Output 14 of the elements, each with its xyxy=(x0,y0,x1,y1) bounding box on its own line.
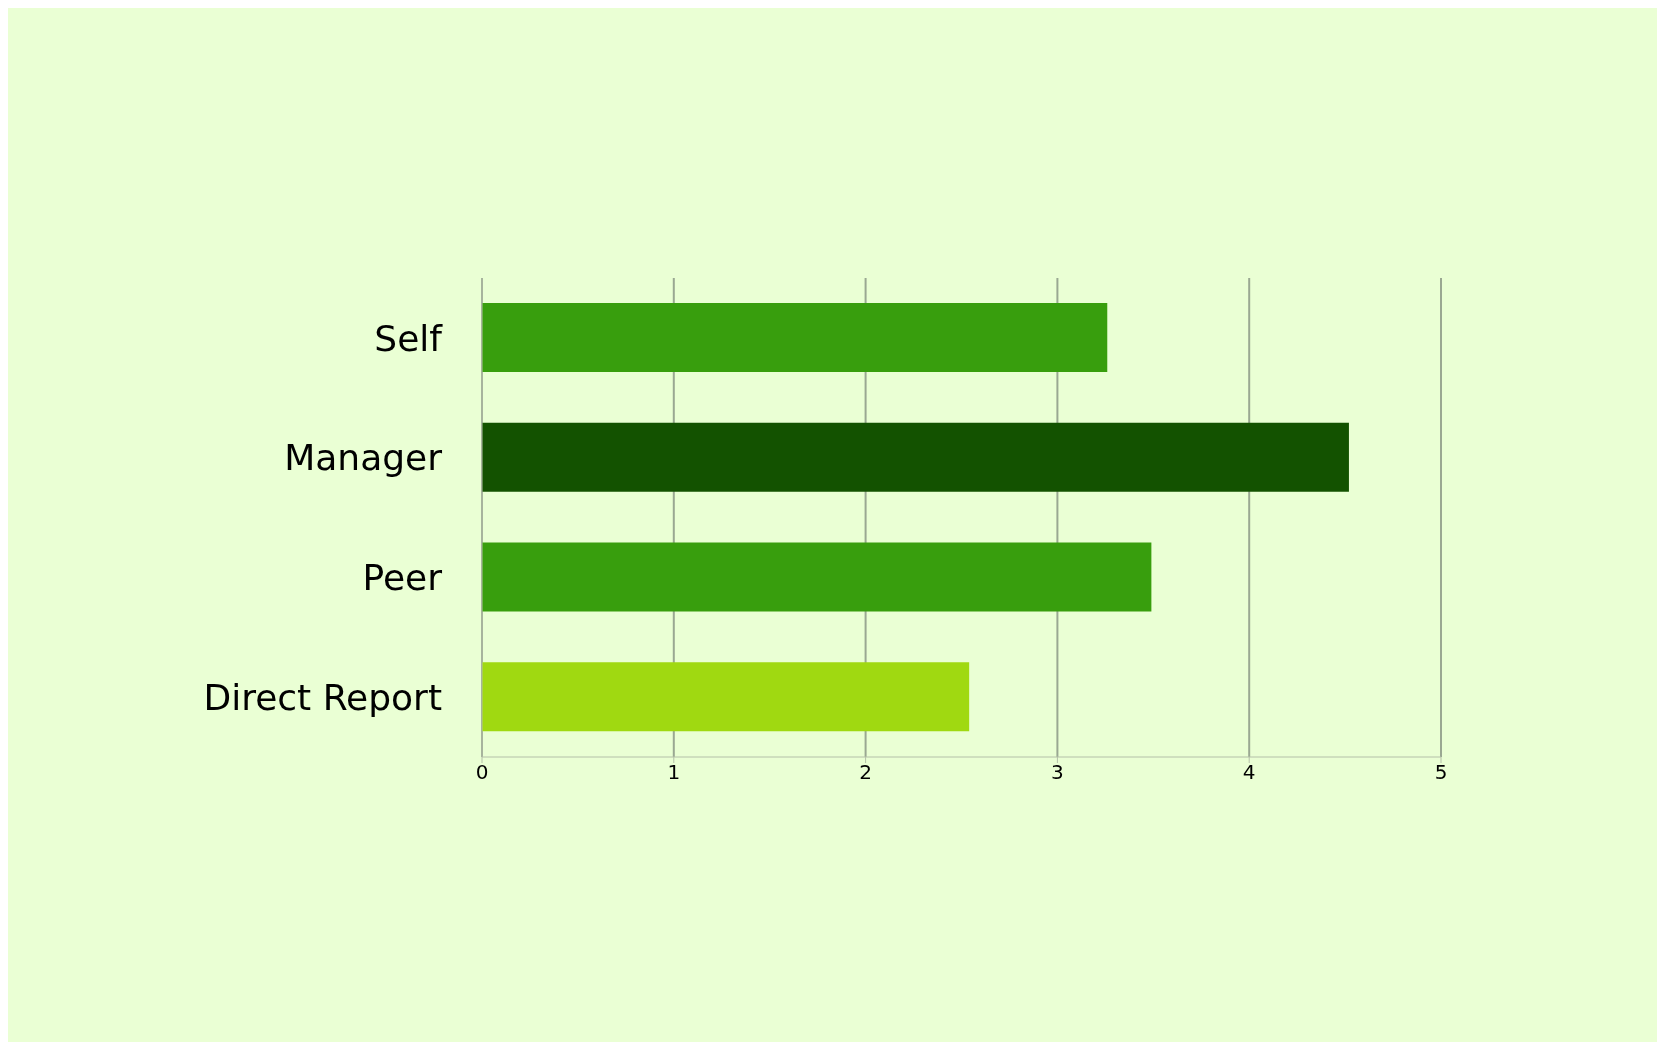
x-tick-label: 0 xyxy=(475,760,489,785)
bar xyxy=(482,542,1152,612)
y-tick-label: Peer xyxy=(362,557,443,599)
x-tick-label: 3 xyxy=(1051,760,1064,785)
x-tick-label: 1 xyxy=(667,760,681,785)
bar xyxy=(482,662,970,732)
y-tick-label: Manager xyxy=(284,437,443,479)
x-tick-label: 4 xyxy=(1242,760,1256,785)
bar xyxy=(482,303,1108,372)
y-tick-label: Self xyxy=(374,317,444,359)
y-tick-label: Direct Report xyxy=(203,676,442,718)
bar xyxy=(482,422,1349,492)
x-tick-label: 2 xyxy=(859,760,872,785)
x-tick-label: 5 xyxy=(1434,760,1448,785)
